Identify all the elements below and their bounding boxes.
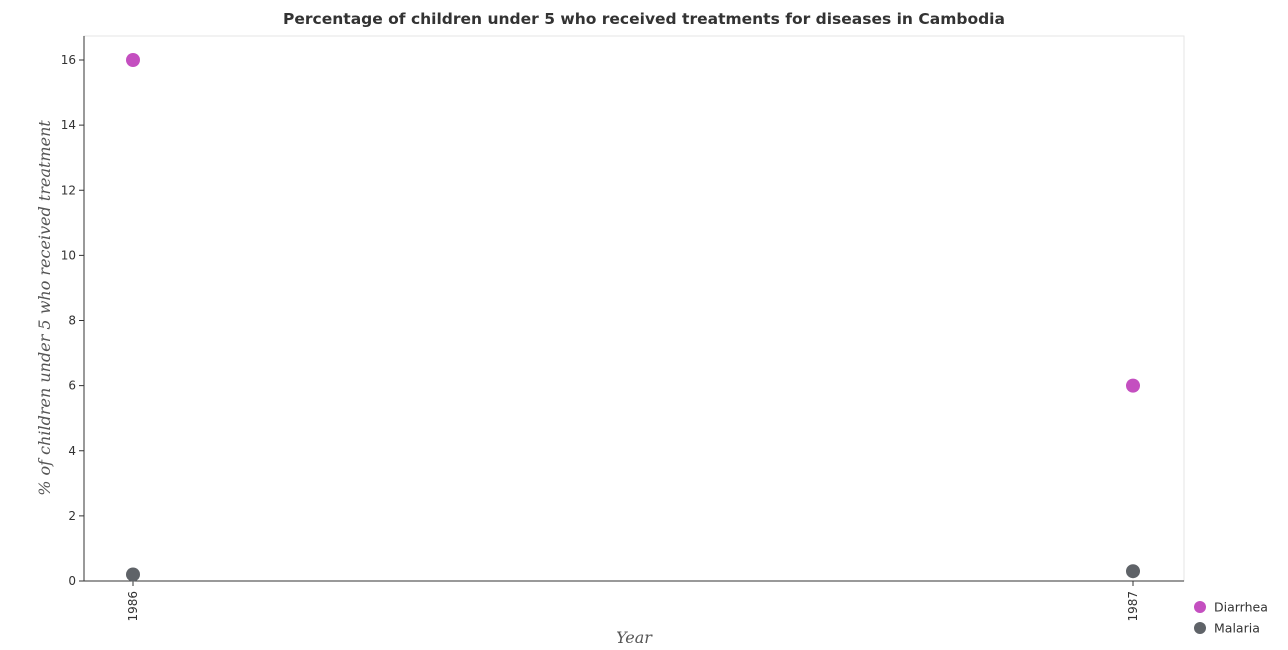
point-malaria — [126, 567, 140, 582]
y-tick-label: 16 — [61, 53, 76, 67]
point-diarrhea — [1126, 378, 1140, 393]
y-tick-label: 2 — [68, 509, 76, 523]
y-axis-label: % of children under 5 who received treat… — [35, 120, 54, 496]
x-tick-label: 1987 — [1126, 591, 1140, 622]
legend-marker-diarrhea — [1194, 601, 1206, 613]
y-tick-label: 0 — [68, 574, 76, 588]
point-diarrhea — [126, 53, 140, 67]
legend-label-diarrhea: Diarrhea — [1214, 600, 1268, 615]
x-axis: 1986 1987 — [84, 580, 1184, 622]
y-tick-label: 10 — [61, 248, 76, 262]
y-tick-label: 4 — [68, 444, 76, 458]
y-axis: 0 2 4 6 8 10 12 14 16 — [61, 36, 85, 588]
data-points — [126, 53, 1140, 582]
point-malaria — [1126, 564, 1140, 579]
legend-label-malaria: Malaria — [1214, 621, 1260, 636]
legend: Diarrhea Malaria — [1194, 600, 1268, 636]
x-tick-label: 1986 — [126, 591, 140, 622]
y-tick-label: 6 — [68, 379, 76, 393]
y-tick-label: 12 — [61, 183, 76, 197]
y-tick-label: 14 — [61, 118, 76, 132]
plot-area — [83, 35, 1185, 582]
x-axis-label: Year — [616, 628, 653, 647]
y-tick-label: 8 — [68, 314, 76, 328]
chart-title: Percentage of children under 5 who recei… — [283, 10, 1005, 28]
legend-marker-malaria — [1194, 622, 1206, 634]
